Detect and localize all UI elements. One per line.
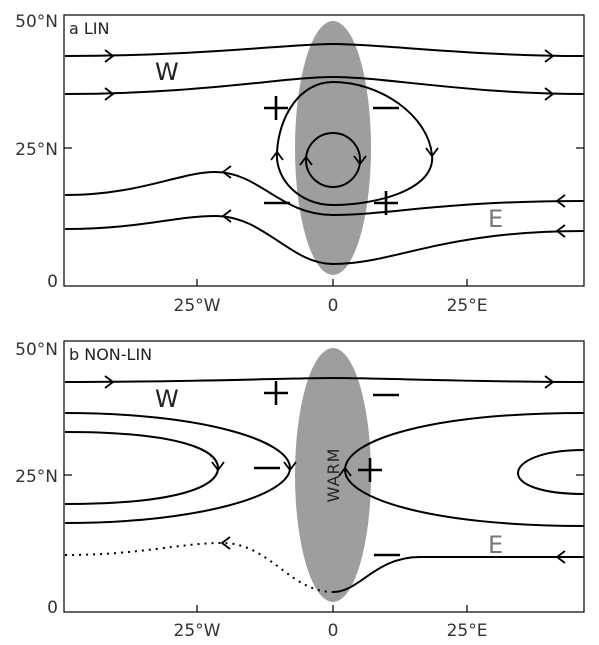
circulation-inner [305,132,361,188]
arrow-right-icon [104,49,115,63]
streamline-west-inner-loop [64,431,220,505]
arrow-left-icon [555,194,566,208]
panel-a: W E a LIN 50°N 25°N 0 25°W 0 25°E [15,12,585,316]
arrow-up-icon [270,150,284,161]
streamline-east-bottom [332,555,584,593]
arrow-right-icon [104,87,115,101]
arrow-left-icon [220,536,231,550]
y-tick-label: 0 [47,598,58,618]
plot-frame [63,340,585,613]
heating-label: WARM [324,448,343,503]
streamline-east-inner-loop [516,449,585,495]
y-tick-label: 50°N [15,12,58,32]
arrow-down-icon [211,461,225,472]
streamline-east-upper [64,170,585,217]
x-tick-label: 0 [328,296,339,316]
panel-b: WARM W E [15,340,585,641]
plus-sign-icon [264,381,288,405]
arrow-left-icon [555,224,566,238]
y-tick-label: 50°N [15,340,58,360]
arrow-down-icon [425,147,439,158]
arrow-left-icon [221,165,232,179]
plot-frame [63,14,585,287]
plus-sign-icon [374,191,398,215]
arrow-left-icon [221,209,232,223]
streamline-east-bottom-dotted [64,541,334,593]
region-label-east: E [488,205,503,233]
x-tick-label: 25°E [447,621,488,641]
y-tick-label: 25°N [15,467,58,487]
streamline-west-top [64,376,585,383]
region-label-east: E [488,531,503,559]
arrow-up-icon [338,466,352,477]
streamline-west-middle [64,75,585,95]
streamline-east-outer-loop [343,412,585,527]
arrow-down-icon [353,155,367,166]
plus-sign-icon [358,458,382,482]
x-tick-label: 0 [328,621,339,641]
heating-region [295,21,371,275]
panel-label: b NON-LIN [69,345,152,364]
arrow-right-icon [544,49,555,63]
arrow-right-icon [544,87,555,101]
region-label-west: W [155,385,179,413]
arrow-left-icon [555,550,566,564]
x-tick-label: 25°W [174,296,221,316]
circulation-outer [275,80,434,207]
region-label-west: W [155,58,179,86]
y-tick-label: 25°N [15,140,58,160]
panel-label: a LIN [69,19,110,38]
y-tick-label: 0 [47,272,58,292]
streamline-west-outer-loop [64,412,292,524]
x-tick-label: 25°E [447,296,488,316]
streamline-west-top [64,42,585,57]
arrow-right-icon [104,375,115,389]
heating-region [295,348,371,602]
arrow-down-icon [283,461,297,472]
arrow-right-icon [544,375,555,389]
arrow-up-icon [299,155,313,166]
x-tick-label: 25°W [174,621,221,641]
streamline-east-lower [64,214,585,266]
plus-sign-icon [264,96,288,120]
